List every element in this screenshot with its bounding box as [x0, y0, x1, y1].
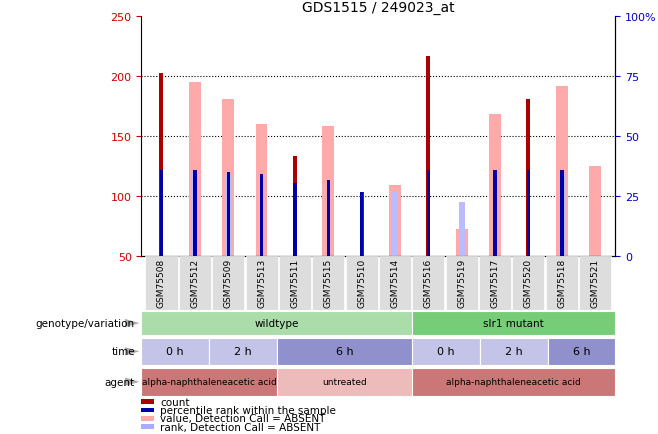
Bar	[513, 256, 545, 310]
Bar	[293, 183, 297, 256]
Text: 6 h: 6 h	[336, 347, 353, 356]
Text: GSM75508: GSM75508	[157, 259, 166, 308]
Bar	[277, 368, 412, 396]
Text: GSM75516: GSM75516	[424, 259, 433, 308]
Bar	[160, 170, 163, 256]
Bar	[179, 256, 211, 310]
Text: alpha-naphthaleneacetic acid: alpha-naphthaleneacetic acid	[141, 378, 276, 386]
Bar	[360, 193, 363, 256]
Bar	[326, 181, 330, 256]
Bar	[192, 172, 198, 256]
Bar	[360, 193, 364, 256]
Bar	[490, 115, 501, 256]
Bar	[159, 73, 163, 256]
Bar	[412, 338, 480, 365]
Bar	[145, 256, 178, 310]
Text: alpha-naphthaleneacetic acid: alpha-naphthaleneacetic acid	[446, 378, 581, 386]
Text: GSM75515: GSM75515	[324, 259, 333, 308]
Bar	[141, 424, 154, 429]
Bar	[427, 170, 430, 256]
Bar	[322, 127, 334, 256]
Bar	[494, 170, 497, 256]
Bar	[389, 186, 401, 256]
Bar	[260, 175, 263, 256]
Bar	[547, 338, 615, 365]
Polygon shape	[125, 378, 139, 386]
Bar	[527, 170, 530, 256]
Bar	[459, 202, 465, 256]
Bar	[480, 338, 547, 365]
Bar	[141, 408, 154, 412]
Text: percentile rank within the sample: percentile rank within the sample	[160, 405, 336, 415]
Text: GSM75511: GSM75511	[290, 259, 299, 308]
Bar	[412, 312, 615, 335]
Bar	[279, 256, 311, 310]
Bar	[141, 399, 154, 404]
Title: GDS1515 / 249023_at: GDS1515 / 249023_at	[302, 1, 455, 15]
Text: agent: agent	[105, 377, 135, 387]
Text: 2 h: 2 h	[505, 347, 522, 356]
Text: GSM75509: GSM75509	[224, 259, 233, 308]
Text: GSM75517: GSM75517	[491, 259, 499, 308]
Bar	[412, 368, 615, 396]
Bar	[413, 256, 444, 310]
Bar	[277, 338, 412, 365]
Bar	[559, 175, 565, 256]
Bar	[392, 193, 398, 256]
Bar	[590, 167, 601, 256]
Text: GSM75520: GSM75520	[524, 259, 533, 308]
Bar	[189, 83, 201, 256]
Bar	[313, 256, 344, 310]
Bar	[479, 256, 511, 310]
Text: rank, Detection Call = ABSENT: rank, Detection Call = ABSENT	[160, 422, 320, 431]
Text: GSM75518: GSM75518	[557, 259, 567, 308]
Text: GSM75513: GSM75513	[257, 259, 266, 308]
Bar	[546, 256, 578, 310]
Bar	[222, 100, 234, 256]
Polygon shape	[125, 347, 139, 356]
Text: genotype/variation: genotype/variation	[36, 319, 135, 328]
Bar	[526, 100, 530, 256]
Bar	[445, 256, 478, 310]
Bar	[141, 312, 412, 335]
Bar	[193, 170, 197, 256]
Bar	[141, 368, 277, 396]
Text: 0 h: 0 h	[437, 347, 455, 356]
Text: time: time	[111, 347, 135, 356]
Bar	[245, 256, 278, 310]
Text: wildtype: wildtype	[255, 319, 299, 328]
Text: count: count	[160, 397, 190, 407]
Bar	[293, 157, 297, 256]
Text: GSM75519: GSM75519	[457, 259, 467, 308]
Bar	[556, 86, 568, 256]
Text: value, Detection Call = ABSENT: value, Detection Call = ABSENT	[160, 413, 325, 423]
Bar	[456, 230, 468, 256]
Bar	[141, 338, 209, 365]
Bar	[379, 256, 411, 310]
Bar	[256, 125, 267, 256]
Bar	[426, 57, 430, 256]
Bar	[209, 338, 277, 365]
Bar	[345, 256, 378, 310]
Text: slr1 mutant: slr1 mutant	[484, 319, 544, 328]
Bar	[141, 416, 154, 421]
Text: 0 h: 0 h	[166, 347, 184, 356]
Bar	[579, 256, 611, 310]
Text: 2 h: 2 h	[234, 347, 252, 356]
Text: GSM75510: GSM75510	[357, 259, 366, 308]
Bar	[225, 175, 231, 256]
Bar	[560, 170, 563, 256]
Text: untreated: untreated	[322, 378, 367, 386]
Bar	[212, 256, 244, 310]
Polygon shape	[125, 319, 139, 328]
Text: 6 h: 6 h	[572, 347, 590, 356]
Text: GSM75514: GSM75514	[391, 259, 399, 308]
Text: GSM75512: GSM75512	[190, 259, 199, 308]
Text: GSM75521: GSM75521	[591, 259, 599, 308]
Bar	[226, 172, 230, 256]
